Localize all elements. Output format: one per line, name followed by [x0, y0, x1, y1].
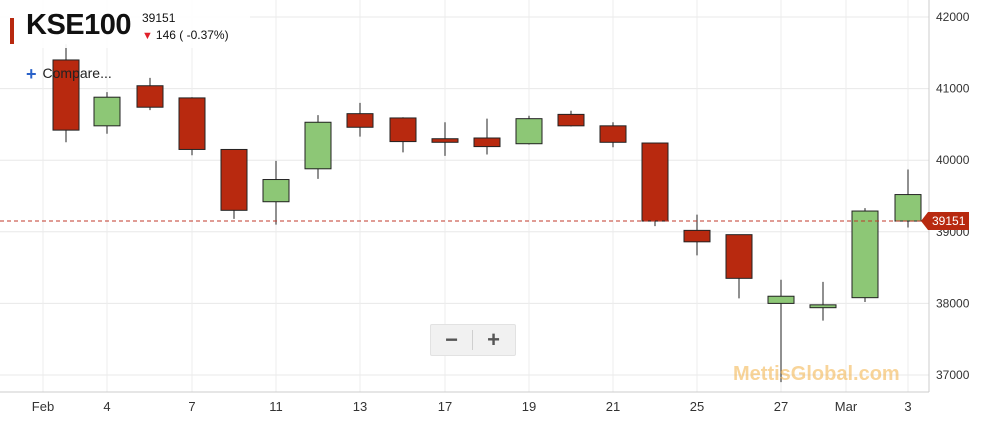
candle-body-down: [52, 59, 80, 131]
candle-body-down: [473, 137, 501, 148]
candle-body-down: [641, 142, 669, 222]
candle: [515, 115, 543, 145]
y-tick-label: 42000: [936, 10, 970, 24]
candle-body-up: [515, 118, 543, 145]
candle: [557, 110, 585, 127]
compare-button[interactable]: + Compare...: [26, 64, 112, 85]
candle-body-up: [851, 210, 879, 299]
candle-body-down: [725, 234, 753, 279]
x-tick-label: 27: [774, 399, 788, 414]
candle-body-down: [389, 117, 417, 143]
candle-body-down: [220, 148, 248, 211]
candle-body-down: [431, 138, 459, 143]
zoom-divider: [472, 330, 473, 350]
candle: [809, 281, 837, 321]
candle: [304, 115, 332, 179]
candle: [93, 92, 121, 134]
candle: [431, 122, 459, 156]
candle-body-down: [557, 113, 585, 127]
x-tick-label: 4: [103, 399, 110, 414]
price-change: ▼ 146 ( -0.37%): [142, 28, 229, 42]
candle-body-up: [262, 179, 290, 203]
candle: [136, 77, 164, 111]
compare-label: Compare...: [42, 65, 112, 81]
candle: [641, 142, 669, 227]
candle: [220, 148, 248, 219]
candle-body-down: [346, 113, 374, 128]
x-tick-label: 21: [606, 399, 620, 414]
candle: [894, 169, 922, 228]
candle-body-up: [894, 194, 922, 222]
x-tick-label: Feb: [32, 399, 54, 414]
symbol-header: KSE100 39151 ▼ 146 ( -0.37%): [0, 0, 250, 48]
candle: [599, 122, 627, 148]
zoom-controls: − +: [430, 324, 516, 356]
x-tick-label: 17: [438, 399, 452, 414]
candle-body-up: [767, 295, 795, 304]
symbol-color-marker: [10, 18, 14, 44]
y-tick-label: 41000: [936, 82, 970, 96]
last-price-badge: [921, 211, 969, 230]
candle: [389, 117, 417, 153]
symbol-name: KSE100: [26, 9, 132, 41]
x-tick-label: Mar: [835, 399, 858, 414]
plus-icon: +: [26, 64, 37, 84]
candle-body-up: [304, 121, 332, 170]
y-tick-label: 37000: [936, 368, 970, 382]
x-tick-label: 13: [353, 399, 367, 414]
x-tick-label: 3: [904, 399, 911, 414]
watermark-logo: MettisGlobal.com: [733, 363, 900, 385]
price-change-value: 146 ( -0.37%): [155, 28, 229, 42]
x-tick-label: 11: [269, 399, 283, 414]
candle-body-down: [599, 125, 627, 143]
candle: [346, 102, 374, 137]
candle-body-up: [809, 304, 837, 309]
candle-body-down: [683, 229, 711, 243]
last-price: 39151: [142, 11, 176, 25]
x-tick-label: 7: [188, 399, 195, 414]
candle: [767, 279, 795, 383]
candle: [851, 208, 879, 302]
x-axis-labels: Feb 4 7 11 13 17 19 21 25 27 Mar 3: [32, 399, 912, 414]
candles: [52, 44, 922, 383]
x-tick-label: 25: [690, 399, 704, 414]
zoom-in-button[interactable]: +: [487, 327, 500, 352]
candle: [725, 234, 753, 299]
last-price-label: 39151: [932, 214, 966, 228]
y-tick-label: 38000: [936, 296, 970, 310]
candle: [262, 160, 290, 225]
x-tick-label: 19: [522, 399, 536, 414]
y-tick-label: 40000: [936, 153, 970, 167]
candle: [473, 118, 501, 155]
candle: [178, 97, 206, 156]
candle-body-down: [178, 97, 206, 150]
candle: [52, 44, 80, 143]
last-price-marker: 39151: [921, 211, 969, 230]
arrow-down-icon: ▼: [142, 30, 153, 42]
candle-body-up: [93, 96, 121, 127]
candle-body-down: [136, 85, 164, 108]
zoom-out-button[interactable]: −: [445, 327, 458, 352]
